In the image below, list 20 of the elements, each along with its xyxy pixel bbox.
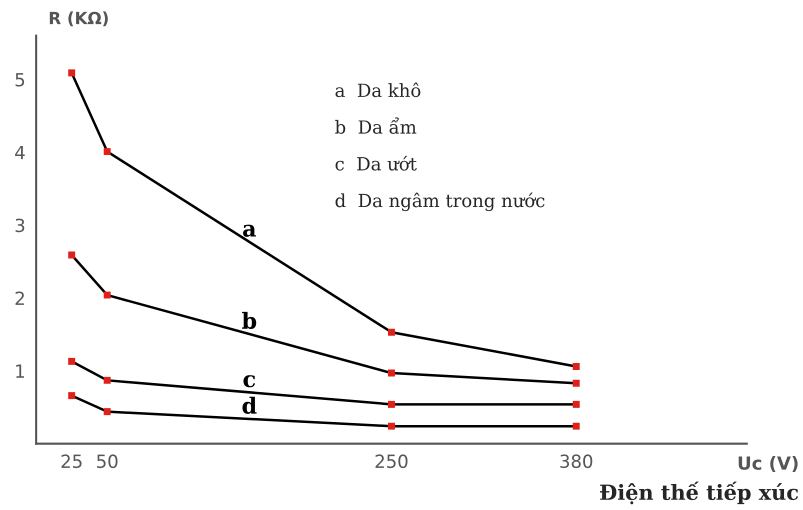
annotation: a Da khô <box>336 82 420 98</box>
series-label: a <box>243 224 256 237</box>
annotation: d Da ngâm trong nước <box>336 192 545 212</box>
y-axis-title: R (KΩ) <box>50 11 108 26</box>
annotation: b Da ẩm <box>335 117 416 134</box>
annotation: c Da ướt <box>336 156 417 171</box>
x-tick-label: 250 <box>376 454 408 468</box>
series-label: b <box>242 312 256 330</box>
x-tick-label: 25 <box>62 454 82 468</box>
x-tick-label: 380 <box>560 454 592 468</box>
series-label: d <box>242 396 257 414</box>
text: Điện thế tiếp xúc <box>600 482 798 504</box>
y-tick-label: 2 <box>16 291 24 305</box>
series-label: c <box>243 375 256 388</box>
y-tick-label: 4 <box>15 146 25 160</box>
y-tick-label: 3 <box>16 218 24 232</box>
x-tick-label: 50 <box>97 454 118 468</box>
x-axis-title: Uc (V) <box>738 456 798 472</box>
y-tick-label: 1 <box>16 364 24 378</box>
y-tick-label: 5 <box>16 73 24 87</box>
